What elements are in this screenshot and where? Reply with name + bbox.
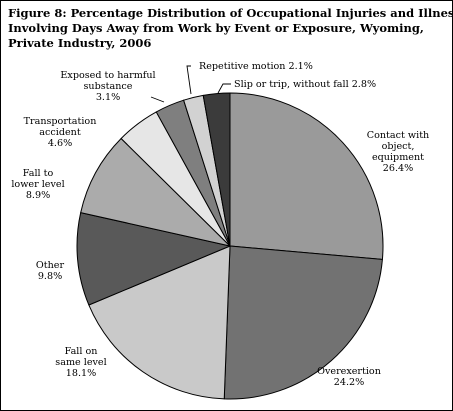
- leader-line-repetitive-motion: [186, 65, 192, 95]
- slice-label-line: substance: [84, 81, 133, 92]
- slice-label-line: Other: [36, 260, 65, 271]
- slice-label-exposed-to-harmful-substance: Exposed to harmful substance 3.1%: [60, 70, 155, 103]
- slice-label-contact-with-object-equipment: Contact with object, equipment 26.4%: [367, 130, 429, 174]
- slice-label-line: Slip or trip, without fall 2.8%: [234, 79, 376, 90]
- slice-label-repetitive-motion: Repetitive motion 2.1%: [199, 61, 313, 72]
- slice-label-fall-on-same-level: Fall on same level 18.1%: [55, 346, 106, 379]
- slice-label-line: 26.4%: [383, 163, 413, 174]
- slice-label-line: equipment: [372, 152, 424, 163]
- slice-label-line: 8.9%: [26, 190, 50, 201]
- slice-label-slip-or-trip-without-fall: Slip or trip, without fall 2.8%: [234, 79, 376, 90]
- chart-title-line-2: Involving Days Away from Work by Event o…: [8, 21, 424, 35]
- pie-slice-other: [76, 212, 231, 306]
- pie-slice-overexertion: [223, 245, 383, 400]
- slice-label-line: 4.6%: [48, 138, 72, 149]
- slice-label-transportation-accident: Transportation accident 4.6%: [24, 116, 97, 149]
- slice-label-line: Fall to: [23, 168, 54, 179]
- leader-line-exposed-to-harmful-substance: [150, 96, 165, 103]
- slice-label-line: same level: [55, 357, 106, 368]
- slice-label-line: Overexertion: [317, 366, 381, 377]
- slice-label-other: Other 9.8%: [36, 260, 65, 282]
- chart-title-line-1: Figure 8: Percentage Distribution of Occ…: [8, 6, 453, 20]
- chart-title: Figure 8: Percentage Distribution of Occ…: [8, 6, 453, 51]
- slice-label-overexertion: Overexertion 24.2%: [317, 366, 381, 388]
- slice-label-line: object,: [382, 141, 415, 152]
- chart-title-line-3: Private Industry, 2006: [8, 36, 152, 50]
- slice-label-line: 9.8%: [38, 271, 62, 282]
- slice-label-line: Repetitive motion 2.1%: [199, 61, 313, 72]
- slice-label-line: Transportation: [24, 116, 97, 127]
- slice-label-line: lower level: [11, 179, 64, 190]
- slice-label-line: 3.1%: [96, 92, 120, 103]
- pie-slice-slip-or-trip-without-fall: [202, 92, 231, 247]
- slice-label-line: Exposed to harmful: [60, 70, 155, 81]
- slice-label-line: accident: [39, 127, 81, 138]
- pie-slice-fall-to-lower-level: [80, 137, 231, 247]
- pie-slice-fall-on-same-level: [88, 245, 231, 400]
- pie-slice-contact-with-object-equipment: [229, 92, 384, 260]
- slice-label-line: Fall on: [65, 346, 98, 357]
- slice-label-line: 18.1%: [66, 368, 96, 379]
- slice-label-line: 24.2%: [334, 377, 364, 388]
- slice-label-fall-to-lower-level: Fall to lower level 8.9%: [11, 168, 64, 201]
- slice-label-line: Contact with: [367, 130, 429, 141]
- leader-line-slip-or-trip-without-fall: [217, 83, 231, 94]
